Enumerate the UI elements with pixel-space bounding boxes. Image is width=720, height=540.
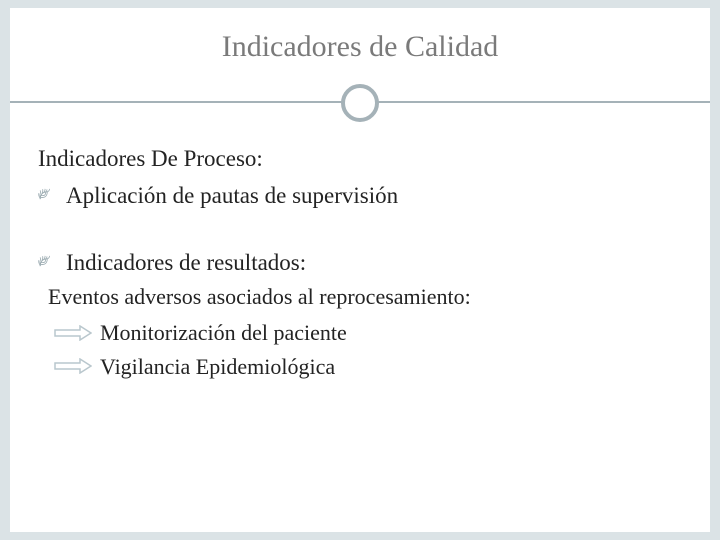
bullet-text: Indicadores de resultados: [66, 247, 682, 278]
arrow-item: Monitorización del paciente [48, 318, 682, 348]
sub-text: Eventos adversos asociados al reprocesam… [48, 282, 682, 312]
swirl-bullet-icon: ༗ [38, 247, 66, 275]
body: Indicadores De Proceso: ༗ Aplicación de … [10, 103, 710, 381]
slide-title: Indicadores de Calidad [10, 8, 710, 64]
swirl-bullet-icon: ༗ [38, 180, 66, 208]
spacer [38, 215, 682, 243]
bullet-item: ༗ Indicadores de resultados: [38, 247, 682, 278]
arrow-text: Monitorización del paciente [100, 318, 682, 348]
arrow-text: Vigilancia Epidemiológica [100, 352, 682, 382]
arrow-right-icon [54, 358, 100, 374]
process-heading: Indicadores De Proceso: [38, 143, 682, 174]
bullet-item: ༗ Aplicación de pautas de supervisión [38, 180, 682, 211]
slide: Indicadores de Calidad Indicadores De Pr… [0, 0, 720, 540]
bullet-text: Aplicación de pautas de supervisión [66, 180, 682, 211]
arrow-right-icon [54, 325, 100, 341]
title-circle-icon [341, 84, 379, 122]
title-block: Indicadores de Calidad [10, 8, 710, 103]
slide-inner: Indicadores de Calidad Indicadores De Pr… [10, 8, 710, 532]
sub-body: Eventos adversos asociados al reprocesam… [38, 282, 682, 381]
arrow-item: Vigilancia Epidemiológica [48, 352, 682, 382]
